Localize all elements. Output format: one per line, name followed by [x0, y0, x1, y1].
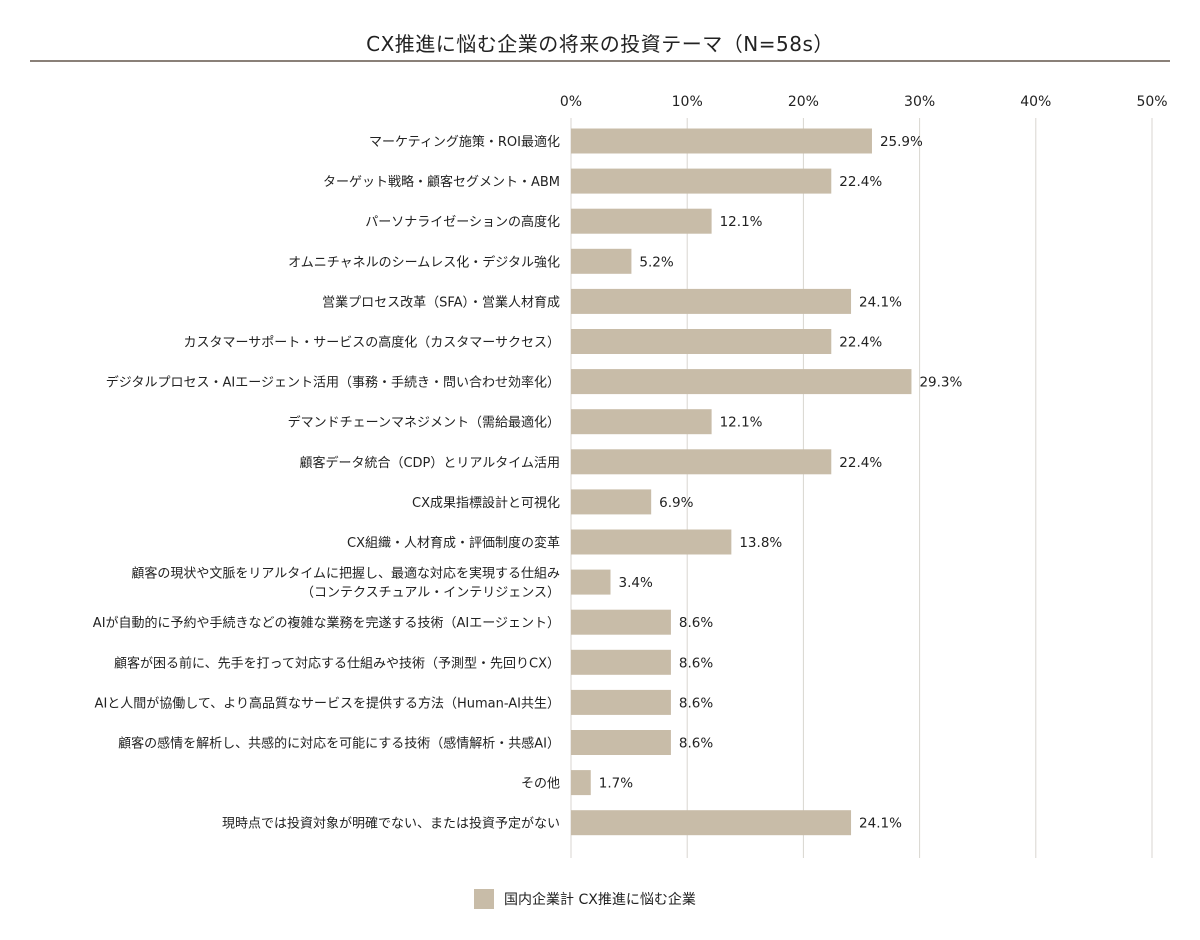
category-label: その他	[521, 777, 560, 792]
value-label: 8.6%	[679, 655, 713, 671]
category-label: パーソナライゼーションの高度化	[365, 214, 560, 230]
x-tick-label: 40%	[1020, 94, 1051, 110]
category-label: オムニチャネルのシームレス化・デジタル強化	[288, 254, 560, 270]
x-axis-ticks: 0% 10% 20% 30% 40% 50%	[560, 94, 1168, 110]
value-label: 12.1%	[720, 214, 763, 230]
bar-chart: 0% 10% 20% 30% 40% 50% マーケティング施策・ROI最適化ターゲット戦…	[93, 94, 1168, 858]
value-label: 22.4%	[839, 174, 882, 190]
bars	[571, 128, 912, 836]
value-label: 24.1%	[859, 294, 902, 310]
value-labels: 25.9% 22.4% 12.1% 5.2% 24.1% 22.4% 29.3% 12.1% 2…	[599, 134, 963, 832]
category-label: カスタマーサポート・サービスの高度化（カスタマーサクセス）	[184, 335, 560, 351]
value-label: 12.1%	[720, 415, 763, 431]
value-label: 24.1%	[859, 816, 902, 832]
legend-label: 国内企業計 CX推進に悩む企業	[504, 892, 696, 908]
bar	[571, 208, 712, 234]
bar	[571, 128, 872, 154]
value-label: 29.3%	[919, 375, 962, 391]
value-label: 3.4%	[619, 575, 653, 591]
chart-title: CX推進に悩む企業の将来の投資テーマ（N=58s）	[366, 32, 834, 56]
value-label: 22.4%	[839, 455, 882, 471]
legend-swatch	[474, 889, 494, 909]
value-label: 6.9%	[659, 495, 693, 511]
bar	[571, 409, 712, 435]
category-label: 顧客が困る前に、先手を打って対応する仕組みや技術（予測型・先回りCX）	[114, 655, 560, 671]
bar	[571, 569, 611, 595]
value-label: 8.6%	[679, 695, 713, 711]
category-label: 現時点では投資対象が明確でない、または投資予定がない	[222, 816, 560, 832]
bar	[571, 689, 671, 715]
category-label: 顧客データ統合（CDP）とリアルタイム活用	[299, 455, 560, 471]
legend: 国内企業計 CX推進に悩む企業	[474, 889, 696, 909]
bar	[571, 770, 591, 796]
bar	[571, 649, 671, 675]
bar	[571, 248, 632, 274]
value-label: 1.7%	[599, 776, 633, 792]
category-label: AIが自動的に予約や手続きなどの複雑な業務を完遂する技術（AIエージェント）	[93, 615, 560, 631]
category-label: マーケティング施策・ROI最適化	[369, 134, 560, 150]
value-label: 5.2%	[639, 254, 673, 270]
category-label: AIと人間が協働して、より高品質なサービスを提供する方法（Human-AI共生）	[95, 695, 560, 711]
category-label: 営業プロセス改革（SFA）・営業人材育成	[322, 294, 560, 310]
category-label: デマンドチェーンマネジメント（需給最適化）	[288, 415, 560, 431]
bar	[571, 810, 852, 836]
value-label: 8.6%	[679, 736, 713, 752]
bar	[571, 609, 671, 635]
value-label: 13.8%	[739, 535, 782, 551]
category-label: ターゲット戦略・顧客セグメント・ABM	[323, 174, 560, 190]
value-label: 25.9%	[880, 134, 923, 150]
bar	[571, 369, 912, 395]
x-tick-label: 0%	[560, 94, 582, 110]
bar	[571, 489, 652, 515]
bar	[571, 288, 852, 314]
category-label: （コンテクスチュアル・インテリジェンス）	[301, 586, 560, 601]
category-label: 顧客の現状や文脈をリアルタイムに把握し、最適な対応を実現する仕組み	[131, 566, 560, 582]
bar	[571, 449, 832, 475]
category-label: CX組織・人材育成・評価制度の変革	[347, 535, 560, 551]
category-label: 顧客の感情を解析し、共感的に対応を可能にする技術（感情解析・共感AI）	[118, 736, 560, 752]
bar	[571, 168, 832, 194]
value-label: 22.4%	[839, 335, 882, 351]
bar	[571, 329, 832, 354]
bar	[571, 529, 732, 555]
x-tick-label: 30%	[904, 94, 935, 110]
x-tick-label: 20%	[788, 94, 819, 110]
category-label: デジタルプロセス・AIエージェント活用（事務・手続き・問い合わせ効率化）	[106, 375, 560, 391]
bar	[571, 730, 671, 755]
value-label: 8.6%	[679, 615, 713, 631]
x-tick-label: 10%	[672, 94, 703, 110]
x-tick-label: 50%	[1136, 94, 1167, 110]
title-divider	[30, 60, 1170, 62]
category-label: CX成果指標設計と可視化	[412, 495, 560, 511]
